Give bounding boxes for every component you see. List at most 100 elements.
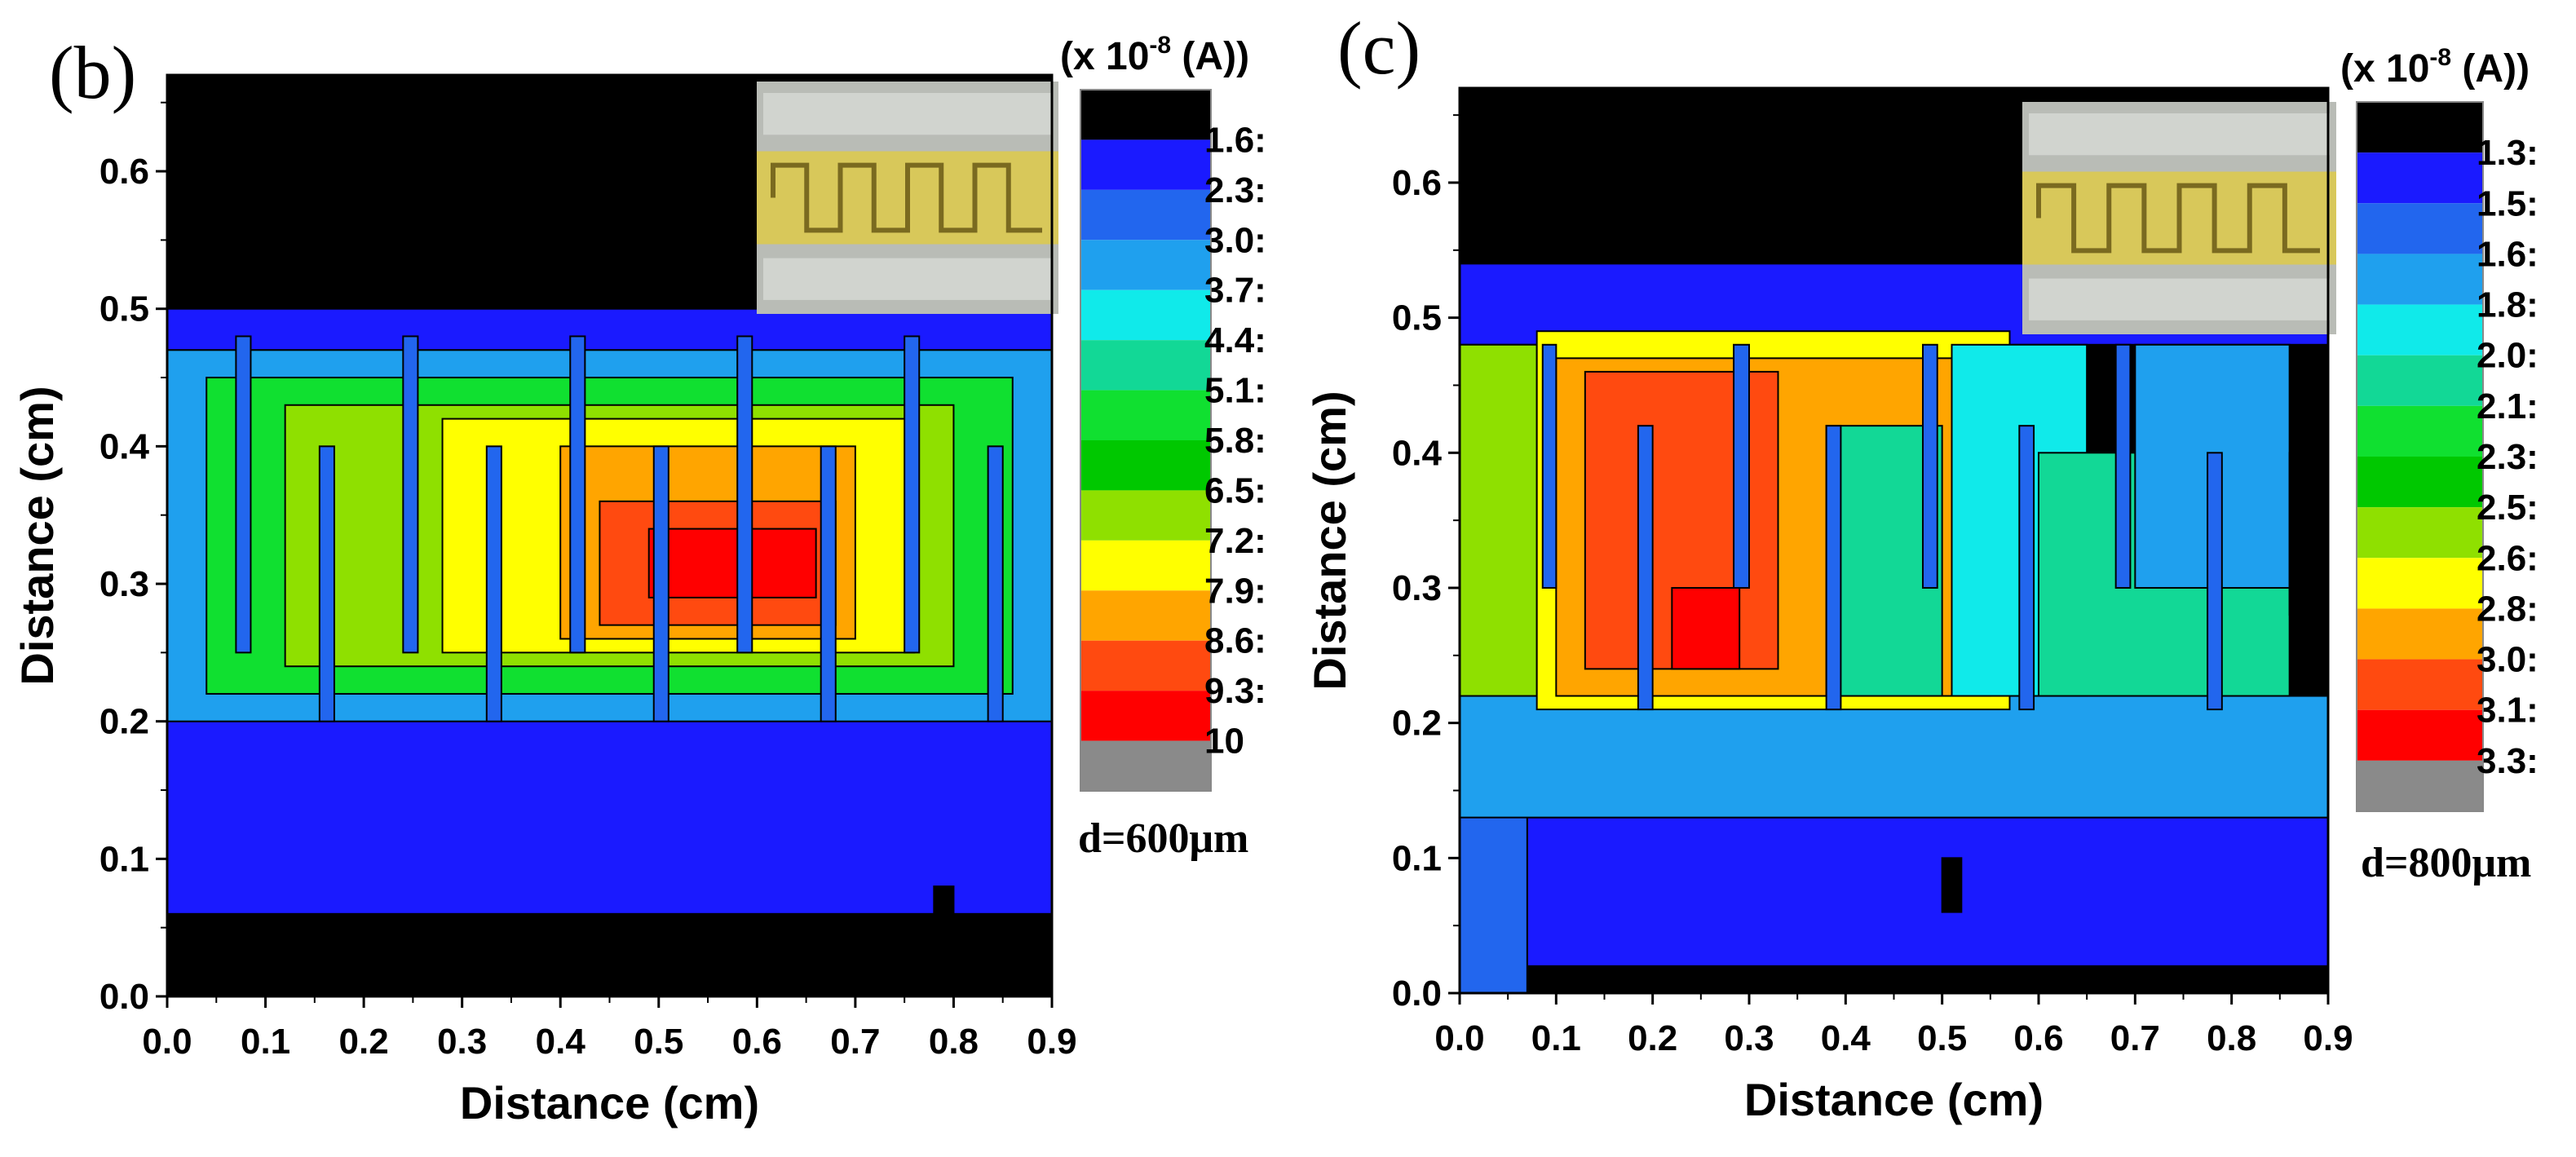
- heatmap-region: [569, 335, 586, 654]
- x-tick-label: 0.6: [732, 1022, 782, 1062]
- colorbar-swatch: [1080, 289, 1211, 341]
- colorbar-unit-prefix: (x 10: [1060, 35, 1149, 78]
- heatmap-region: [647, 528, 817, 598]
- x-tick-label: 0.8: [929, 1022, 979, 1062]
- colorbar-label: 3.3:: [2477, 741, 2538, 781]
- colorbar-swatch: [1080, 540, 1211, 591]
- y-tick-label: 0.2: [99, 702, 149, 742]
- y-tick-label: 0.2: [1392, 704, 1442, 744]
- x-tick-label: 0.7: [830, 1022, 880, 1062]
- x-tick-label: 0.1: [241, 1022, 290, 1062]
- photo-bottom-plate: [763, 258, 1052, 300]
- panel-label: (c): [1337, 7, 1421, 90]
- x-axis-label: Distance (cm): [1744, 1074, 2044, 1125]
- panel-b: 0.0 0.1 0.2 0.3 0.4 0.5 0.6 0.7 0.8 0.9 0.0 0.1 0.2 0…: [11, 31, 1266, 1128]
- x-tick-label: 0.5: [634, 1022, 683, 1062]
- y-tick-label: 0.5: [1392, 298, 1442, 338]
- x-tick-label: 0.9: [2303, 1018, 2353, 1058]
- heatmap-region: [402, 335, 419, 654]
- x-tick-label: 0.4: [536, 1022, 586, 1062]
- colorbar-label: 2.3:: [2477, 437, 2538, 477]
- colorbar-unit-exponent: -8: [2429, 44, 2451, 71]
- colorbar-swatch: [1080, 691, 1211, 741]
- heatmap-region: [652, 445, 669, 722]
- colorbar-swatch: [1080, 340, 1211, 391]
- colorbar-swatch: [2357, 405, 2483, 457]
- x-tick-label: 0.2: [1628, 1018, 1677, 1058]
- y-tick-label: 0.0: [1392, 974, 1442, 1013]
- electrode-photo: [757, 82, 1058, 314]
- heatmap-region: [485, 445, 502, 722]
- colorbar-unit: (x 10-8 (A)): [2340, 44, 2530, 91]
- colorbar-label: 4.4:: [1204, 320, 1266, 360]
- heatmap-region: [1733, 343, 1750, 589]
- colorbar-label: 7.2:: [1204, 521, 1266, 561]
- heatmap-region: [933, 885, 955, 943]
- y-tick-label: 0.1: [99, 839, 149, 879]
- x-tick-label: 0.3: [437, 1022, 487, 1062]
- colorbar-swatch: [2357, 659, 2483, 710]
- y-tick-label: 0.6: [99, 152, 149, 192]
- heatmap-region: [167, 912, 1052, 996]
- colorbar-label: 3.1:: [2477, 691, 2538, 731]
- colorbar-frame: [1080, 89, 1212, 792]
- colorbar-swatch: [2357, 152, 2483, 204]
- x-tick-label: 0.2: [339, 1022, 389, 1062]
- colorbar-label: 1.6:: [1204, 120, 1266, 160]
- colorbar-swatch: [2357, 203, 2483, 254]
- colorbar-label: 1.6:: [2477, 234, 2538, 274]
- heatmap-region: [1671, 586, 1741, 670]
- thickness-annotation: d=600μm: [1078, 815, 1248, 862]
- colorbar: 1.6: 2.3: 3.0: 3.7: 4.4: 5.1: 5.8: 6.5: 7.2: 7.9:…: [1080, 89, 1266, 792]
- colorbar-swatch: [1080, 440, 1211, 491]
- colorbar-swatch: [1080, 139, 1211, 190]
- colorbar-unit-prefix: (x 10: [2340, 47, 2429, 91]
- thickness-annotation: d=800μm: [2361, 840, 2531, 886]
- colorbar-swatch: [2357, 507, 2483, 559]
- colorbar-swatch: [1080, 90, 1211, 140]
- colorbar-swatch: [2357, 254, 2483, 305]
- photo-comb-trace: [771, 162, 1042, 233]
- colorbar-swatch: [1080, 240, 1211, 290]
- y-tick-label: 0.0: [99, 977, 149, 1017]
- y-tick-label: 0.4: [1392, 433, 1443, 473]
- heatmap-region: [235, 335, 252, 654]
- photo-comb-trace: [2036, 183, 2320, 254]
- colorbar-label: 3.7:: [1204, 271, 1266, 311]
- colorbar-unit-suffix: (A)): [2451, 47, 2530, 91]
- heatmap-region: [1825, 425, 1842, 711]
- colorbar-label: 3.0:: [1204, 220, 1266, 260]
- colorbar-label: 9.3:: [1204, 671, 1266, 711]
- x-tick-label: 0.1: [1531, 1018, 1581, 1058]
- colorbar-label: 5.1:: [1204, 371, 1266, 411]
- y-tick-label: 0.5: [99, 289, 149, 329]
- colorbar-label: 1.8:: [2477, 285, 2538, 325]
- colorbar-swatch: [1080, 189, 1211, 241]
- heatmap-region: [1526, 816, 2328, 967]
- y-axis-label: Distance (cm): [1304, 391, 1355, 690]
- colorbar-label: 1.3:: [2477, 133, 2538, 173]
- colorbar-label: 10: [1204, 722, 1244, 762]
- electrode-photo: [2022, 102, 2336, 334]
- colorbar-label: 2.3:: [1204, 170, 1266, 210]
- heatmap-region: [820, 445, 837, 722]
- heatmap-region: [736, 335, 753, 654]
- colorbar-unit-suffix: (A)): [1171, 35, 1249, 78]
- y-tick-label: 0.3: [1392, 568, 1442, 608]
- colorbar-label: 2.1:: [2477, 386, 2538, 426]
- colorbar-swatch: [2357, 102, 2483, 153]
- y-tick-label: 0.1: [1392, 838, 1442, 878]
- heatmap-region: [1460, 343, 1538, 697]
- photo-top-plate: [763, 93, 1052, 135]
- colorbar-label: 2.6:: [2477, 538, 2538, 578]
- y-tick-label: 0.6: [1392, 163, 1442, 203]
- y-axis-label: Distance (cm): [11, 386, 63, 685]
- x-tick-label: 0.6: [2013, 1018, 2063, 1058]
- heatmap-region: [904, 335, 921, 654]
- colorbar-swatch: [2357, 709, 2483, 761]
- colorbar-label: 7.9:: [1204, 571, 1266, 611]
- heatmap-region: [987, 445, 1004, 722]
- colorbar-frame: [2356, 101, 2484, 812]
- colorbar-swatch: [1080, 590, 1211, 641]
